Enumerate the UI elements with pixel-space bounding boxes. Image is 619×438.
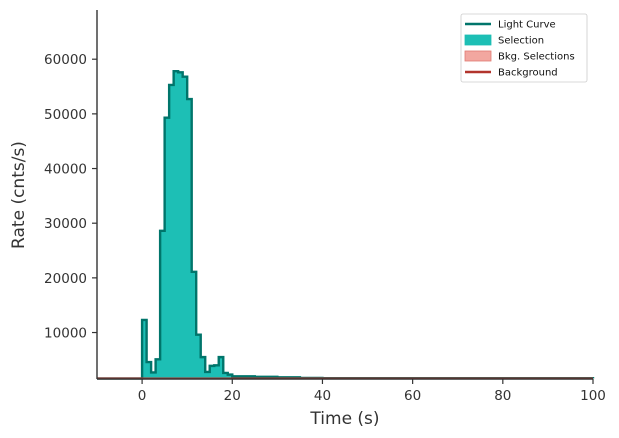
legend-swatch-patch: [464, 34, 492, 46]
x-tick-label: 100: [580, 388, 606, 404]
y-tick-label: 60000: [44, 52, 87, 68]
x-tick-label: 40: [314, 388, 331, 404]
x-ticks: 0 20 40 60 80 100: [138, 379, 606, 404]
selection-layer: [139, 71, 233, 379]
y-ticks: 10000 20000 30000 40000 50000 60000: [44, 52, 97, 342]
y-tick-label: 50000: [44, 107, 87, 123]
light-curve-line: [97, 70, 595, 380]
y-tick-label: 10000: [44, 326, 87, 342]
legend-label: Bkg. Selections: [498, 52, 575, 63]
legend: Light Curve Selection Bkg. Selections Backg…: [460, 13, 588, 83]
legend-box: [460, 13, 588, 83]
legend-label: Light Curve: [498, 20, 556, 31]
x-tick-label: 0: [138, 388, 147, 404]
x-tick-label: 20: [224, 388, 241, 404]
legend-swatch-patch: [464, 50, 492, 62]
selection-region: [139, 71, 233, 379]
x-tick-label: 60: [404, 388, 421, 404]
legend-label: Selection: [498, 36, 544, 47]
light-curve-layer: [97, 70, 595, 380]
x-axis-label: Time (s): [309, 409, 379, 429]
axes: [96, 10, 593, 380]
y-axis-label: Rate (cnts/s): [9, 141, 29, 249]
y-tick-label: 20000: [44, 271, 87, 287]
x-tick-label: 80: [494, 388, 511, 404]
y-tick-label: 40000: [44, 162, 87, 178]
legend-label: Background: [498, 68, 558, 79]
y-tick-label: 30000: [44, 216, 87, 232]
